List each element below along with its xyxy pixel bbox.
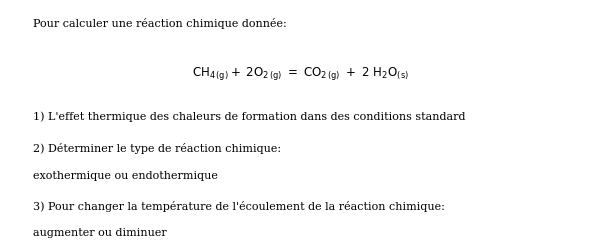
- Text: augmenter ou diminuer: augmenter ou diminuer: [33, 228, 167, 237]
- Text: 3) Pour changer la température de l'écoulement de la réaction chimique:: 3) Pour changer la température de l'écou…: [33, 200, 445, 211]
- Text: 2) Déterminer le type de réaction chimique:: 2) Déterminer le type de réaction chimiq…: [33, 142, 281, 154]
- Text: exothermique ou endothermique: exothermique ou endothermique: [33, 170, 218, 180]
- Text: 1) L'effet thermique des chaleurs de formation dans des conditions standard: 1) L'effet thermique des chaleurs de for…: [33, 111, 466, 122]
- Text: Pour calculer une réaction chimique donnée:: Pour calculer une réaction chimique donn…: [33, 18, 287, 28]
- Text: $\mathrm{CH_{4\,(g)}+\ 2O_{2\,(g)}\ =\ CO_{2\,(g)}\ +\ 2\ H_2O_{(s)}}$: $\mathrm{CH_{4\,(g)}+\ 2O_{2\,(g)}\ =\ C…: [191, 65, 409, 82]
